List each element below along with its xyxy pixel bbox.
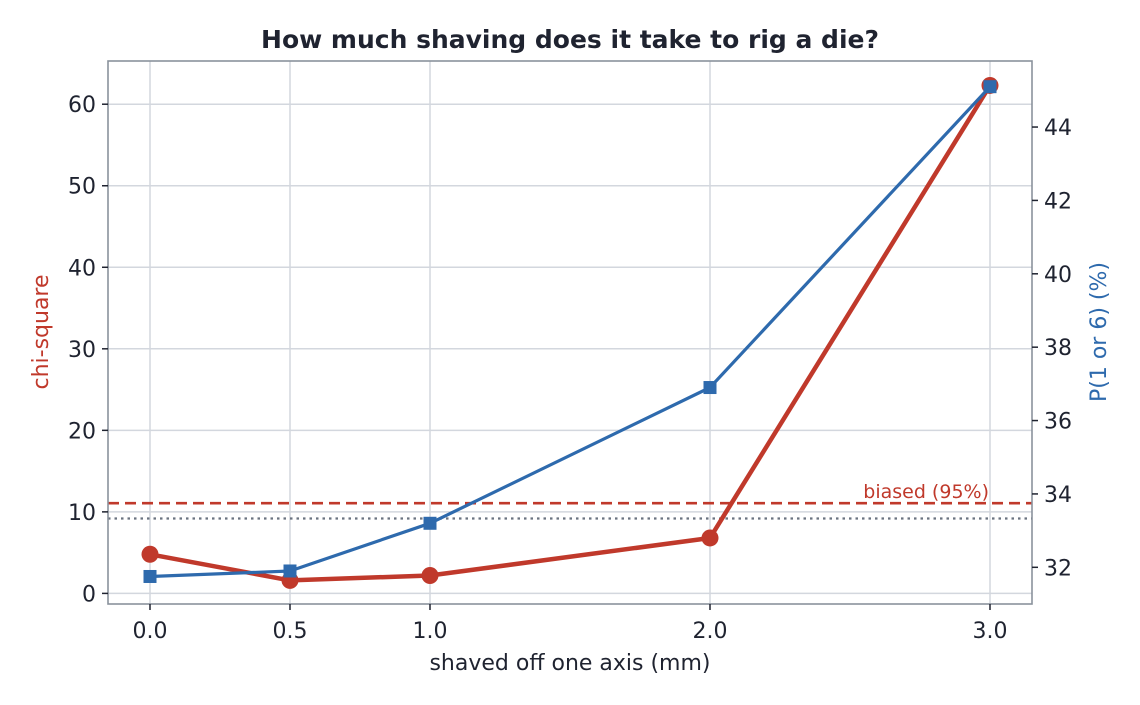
reference-lines: biased (95%): [108, 481, 1032, 520]
y-right-tick-label: 40: [1044, 263, 1072, 288]
y-axis-left-label: chi-square: [29, 274, 54, 389]
y-right-tick-label: 34: [1044, 483, 1072, 508]
x-tick-label: 3.0: [973, 619, 1008, 644]
data-point-square: [983, 80, 997, 94]
y-left-tick-label: 50: [68, 175, 96, 200]
x-axis-label: shaved off one axis (mm): [429, 651, 710, 676]
chart-title: How much shaving does it take to rig a d…: [261, 25, 879, 54]
x-tick-label: 0.0: [133, 619, 168, 644]
data-point-circle: [701, 529, 719, 547]
y-right-tick-label: 36: [1044, 410, 1072, 435]
data-point-square: [283, 564, 297, 578]
series-line-left: [149, 84, 992, 583]
y-left-tick-label: 60: [68, 93, 96, 118]
x-tick-label: 2.0: [693, 619, 728, 644]
series-layer: [141, 76, 999, 589]
data-point-circle: [141, 545, 159, 563]
y-left-tick-label: 20: [68, 419, 96, 444]
y-right-tick-label: 44: [1044, 116, 1072, 141]
y-axis-right-label: P(1 or 6) (%): [1087, 262, 1112, 402]
data-point-square: [703, 381, 717, 395]
data-point-circle: [421, 566, 439, 584]
data-point-square: [143, 569, 157, 583]
x-tick-label: 1.0: [413, 619, 448, 644]
y-right-tick-label: 38: [1044, 336, 1072, 361]
data-point-square: [423, 516, 437, 530]
y-left-tick-label: 40: [68, 256, 96, 281]
y-left-tick-label: 10: [68, 501, 96, 526]
y-right-tick-label: 42: [1044, 189, 1072, 214]
y-right-tick-label: 32: [1044, 556, 1072, 581]
x-tick-label: 0.5: [273, 619, 308, 644]
y-left-tick-label: 0: [82, 582, 96, 607]
y-left-tick-label: 30: [68, 338, 96, 363]
plot-frame: [107, 60, 1033, 605]
axes-layer: 0.0 0.5 1.0 2.0 3.0 0 10 20 30 40 50 60 32 34 36 38 40 42…: [68, 93, 1072, 644]
reference-line-label: biased (95%): [863, 481, 989, 503]
grid-layer: [108, 61, 1032, 604]
